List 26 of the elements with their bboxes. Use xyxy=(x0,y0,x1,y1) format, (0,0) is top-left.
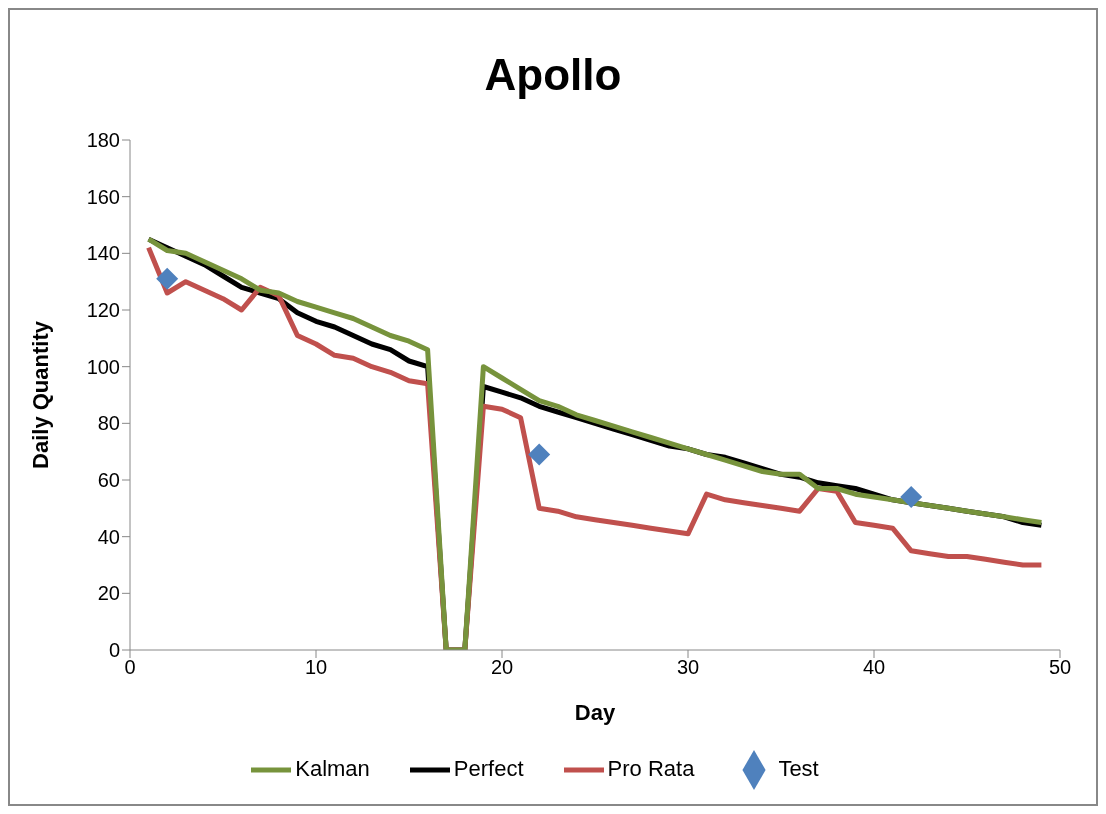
y-tick-label: 40 xyxy=(97,525,120,548)
legend-label: Kalman xyxy=(295,755,370,781)
y-tick-label: 160 xyxy=(86,185,120,208)
x-tick-label: 20 xyxy=(490,656,514,679)
y-tick-label: 0 xyxy=(108,639,120,662)
legend-label: Test xyxy=(778,755,819,781)
point xyxy=(528,443,551,466)
y-axis-title: Daily Quantity xyxy=(27,320,53,469)
y-tick-label: 80 xyxy=(97,412,120,435)
x-axis-title: Day xyxy=(574,700,616,725)
point xyxy=(156,267,179,290)
y-tick-label: 20 xyxy=(97,582,120,605)
x-tick-label: 10 xyxy=(304,656,328,679)
chart-title: Apollo xyxy=(483,50,623,101)
x-tick-label: 30 xyxy=(676,656,700,679)
y-tick-label: 100 xyxy=(86,355,120,378)
x-tick-label: 40 xyxy=(862,656,886,679)
y-tick-label: 140 xyxy=(86,242,120,265)
x-tick-label: 0 xyxy=(124,656,136,679)
y-tick-label: 60 xyxy=(97,469,120,492)
point xyxy=(900,486,923,508)
x-tick-label: 50 xyxy=(1048,656,1072,679)
legend-label: Pro Rata xyxy=(607,755,695,781)
y-tick-label: 180 xyxy=(86,129,120,152)
y-tick-label: 120 xyxy=(86,299,120,322)
legend-label: Perfect xyxy=(453,755,524,781)
